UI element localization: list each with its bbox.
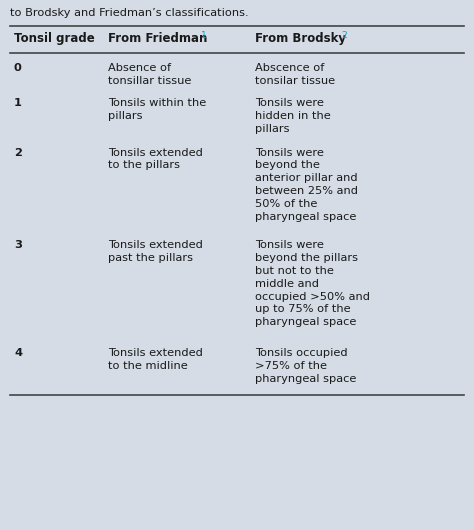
- Text: 2: 2: [341, 31, 347, 40]
- Text: Tonsils were
beyond the pillars
but not to the
middle and
occupied >50% and
up t: Tonsils were beyond the pillars but not …: [255, 241, 370, 328]
- Text: Tonsils were
hidden in the
pillars: Tonsils were hidden in the pillars: [255, 98, 331, 134]
- Text: Abscence of
tonsilar tissue: Abscence of tonsilar tissue: [255, 63, 335, 86]
- Text: 0: 0: [14, 63, 22, 73]
- Text: Tonsils were
beyond the
anterior pillar and
between 25% and
50% of the
pharyngea: Tonsils were beyond the anterior pillar …: [255, 147, 358, 222]
- Text: 3: 3: [14, 241, 22, 251]
- Text: Tonsils occupied
>75% of the
pharyngeal space: Tonsils occupied >75% of the pharyngeal …: [255, 348, 356, 384]
- Text: 2: 2: [14, 147, 22, 157]
- Text: 1: 1: [201, 31, 207, 40]
- Text: From Friedman: From Friedman: [108, 32, 207, 45]
- Text: Absence of
tonsillar tissue: Absence of tonsillar tissue: [108, 63, 191, 86]
- Text: From Brodsky: From Brodsky: [255, 32, 346, 45]
- Text: Tonsil grade: Tonsil grade: [14, 32, 95, 45]
- Text: Tonsils extended
to the midline: Tonsils extended to the midline: [108, 348, 203, 371]
- Text: Tonsils extended
to the pillars: Tonsils extended to the pillars: [108, 147, 203, 170]
- Text: Tonsils extended
past the pillars: Tonsils extended past the pillars: [108, 241, 203, 263]
- Text: 4: 4: [14, 348, 22, 358]
- Text: Tonsils within the
pillars: Tonsils within the pillars: [108, 98, 206, 121]
- Text: to Brodsky and Friedman’s classifications.: to Brodsky and Friedman’s classification…: [10, 8, 249, 18]
- Text: 1: 1: [14, 98, 22, 108]
